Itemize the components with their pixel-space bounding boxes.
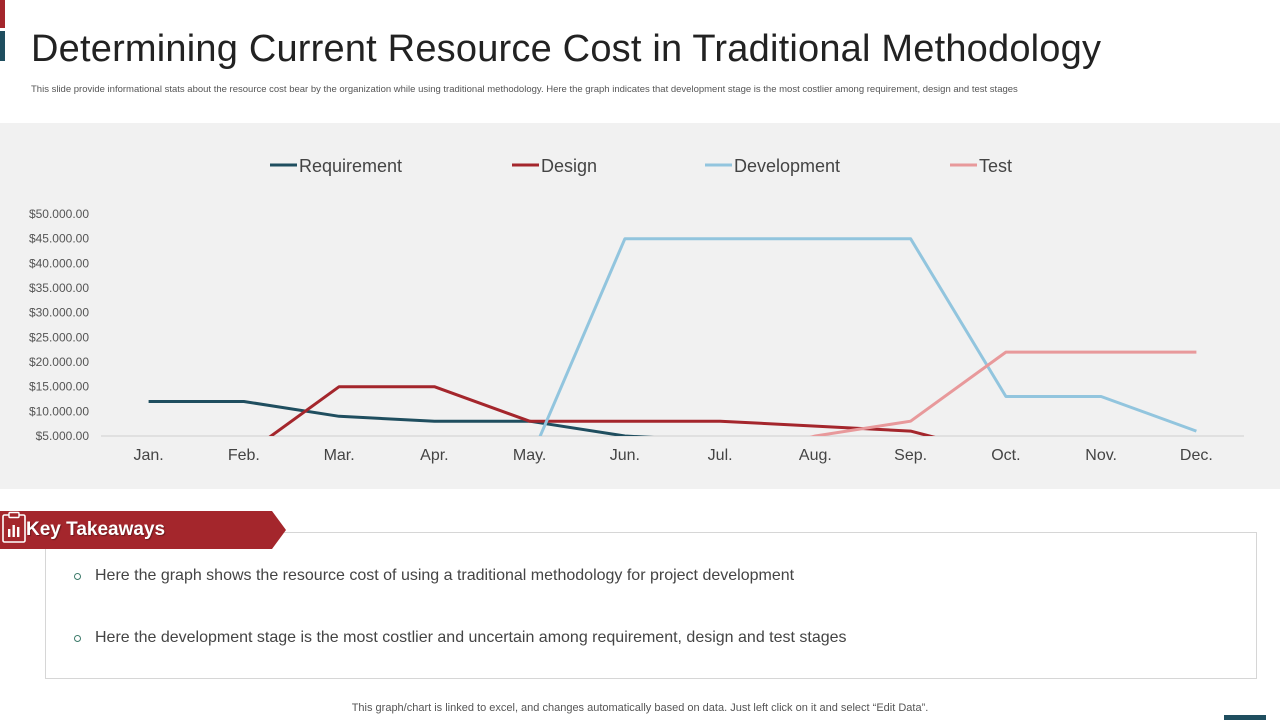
y-tick-label: $20.000.00	[29, 355, 89, 369]
x-tick-label: Feb.	[228, 447, 260, 464]
y-tick-label: $15.000.00	[29, 380, 89, 394]
series-line	[268, 385, 936, 436]
x-tick-label: Oct.	[991, 447, 1020, 464]
corner-accent-red	[0, 0, 5, 28]
x-tick-label: Dec.	[1180, 447, 1213, 464]
page-title: Determining Current Resource Cost in Tra…	[31, 28, 1102, 70]
clipboard-chart-icon	[2, 511, 26, 543]
takeaway-text: Here the graph shows the resource cost o…	[95, 567, 795, 584]
legend-label: Development	[734, 156, 840, 176]
x-tick-label: Jul.	[708, 447, 733, 464]
x-tick-label: Mar.	[324, 447, 355, 464]
legend-label: Requirement	[299, 156, 402, 176]
legend-label: Design	[541, 156, 597, 176]
series-line	[148, 400, 655, 436]
line-chart[interactable]: $5.000.00 $10.000.00 $15.000.00 $20.000.00 $…	[0, 123, 1280, 489]
x-tick-label: Jun.	[610, 447, 640, 464]
footer-note: This graph/chart is linked to excel, and…	[351, 702, 929, 714]
y-tick-label: $25.000.00	[29, 330, 89, 344]
page-subtitle: This slide provide informational stats a…	[31, 84, 1018, 95]
takeaway-box: Here the graph shows the resource cost o…	[45, 532, 1257, 679]
x-tick-label: Nov.	[1085, 447, 1117, 464]
y-tick-label: $30.000.00	[29, 306, 89, 320]
x-tick-label: Apr.	[420, 447, 448, 464]
series-line	[538, 237, 1197, 436]
y-tick-label: $5.000.00	[36, 429, 90, 443]
y-tick-label: $35.000.00	[29, 281, 89, 295]
y-tick-label: $40.000.00	[29, 256, 89, 270]
bullet-circle-icon	[74, 635, 81, 642]
x-tick-label: Jan.	[134, 447, 164, 464]
y-tick-label: $45.000.00	[29, 232, 89, 246]
legend-label: Test	[979, 156, 1012, 176]
series-line	[809, 350, 1197, 436]
x-tick-label: May.	[513, 447, 546, 464]
y-tick-label: $50.000.00	[29, 207, 89, 221]
chart-panel: $5.000.00 $10.000.00 $15.000.00 $20.000.00 $…	[0, 123, 1280, 489]
takeaway-banner: Key Takeaways	[0, 511, 286, 549]
bullet-circle-icon	[74, 573, 81, 580]
takeaway-text: Here the development stage is the most c…	[95, 629, 847, 646]
corner-accent-bottom	[1224, 715, 1266, 720]
takeaway-title: Key Takeaways	[26, 519, 166, 540]
banner-arrow-shape	[0, 511, 286, 549]
x-tick-label: Aug.	[799, 447, 832, 464]
x-tick-label: Sep.	[894, 447, 927, 464]
corner-accent-teal	[0, 31, 5, 61]
y-tick-label: $10.000.00	[29, 404, 89, 418]
